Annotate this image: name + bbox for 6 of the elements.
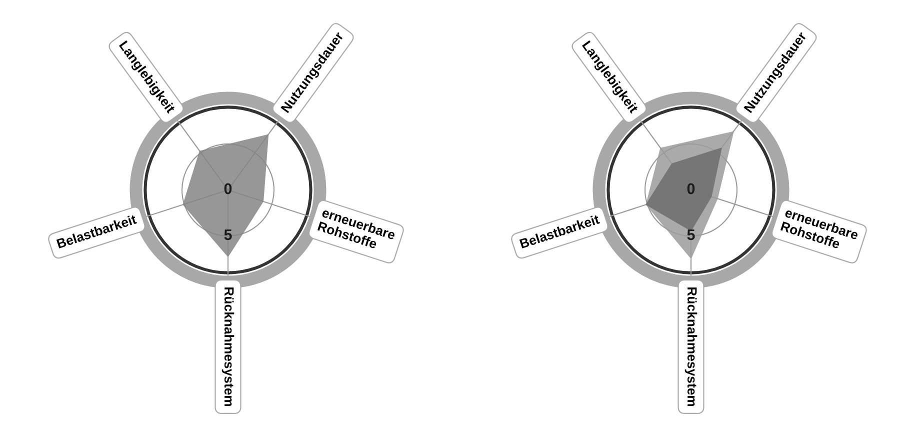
y-tick-label: 0 [224, 183, 232, 194]
y-tick-label: 0 [687, 183, 695, 194]
spoke-label: Rücknahmesystem [222, 287, 234, 406]
y-tick-label: 5 [224, 229, 232, 240]
spoke-label: Rücknahmesystem [684, 287, 698, 406]
y-tick-label: 5 [687, 229, 695, 240]
